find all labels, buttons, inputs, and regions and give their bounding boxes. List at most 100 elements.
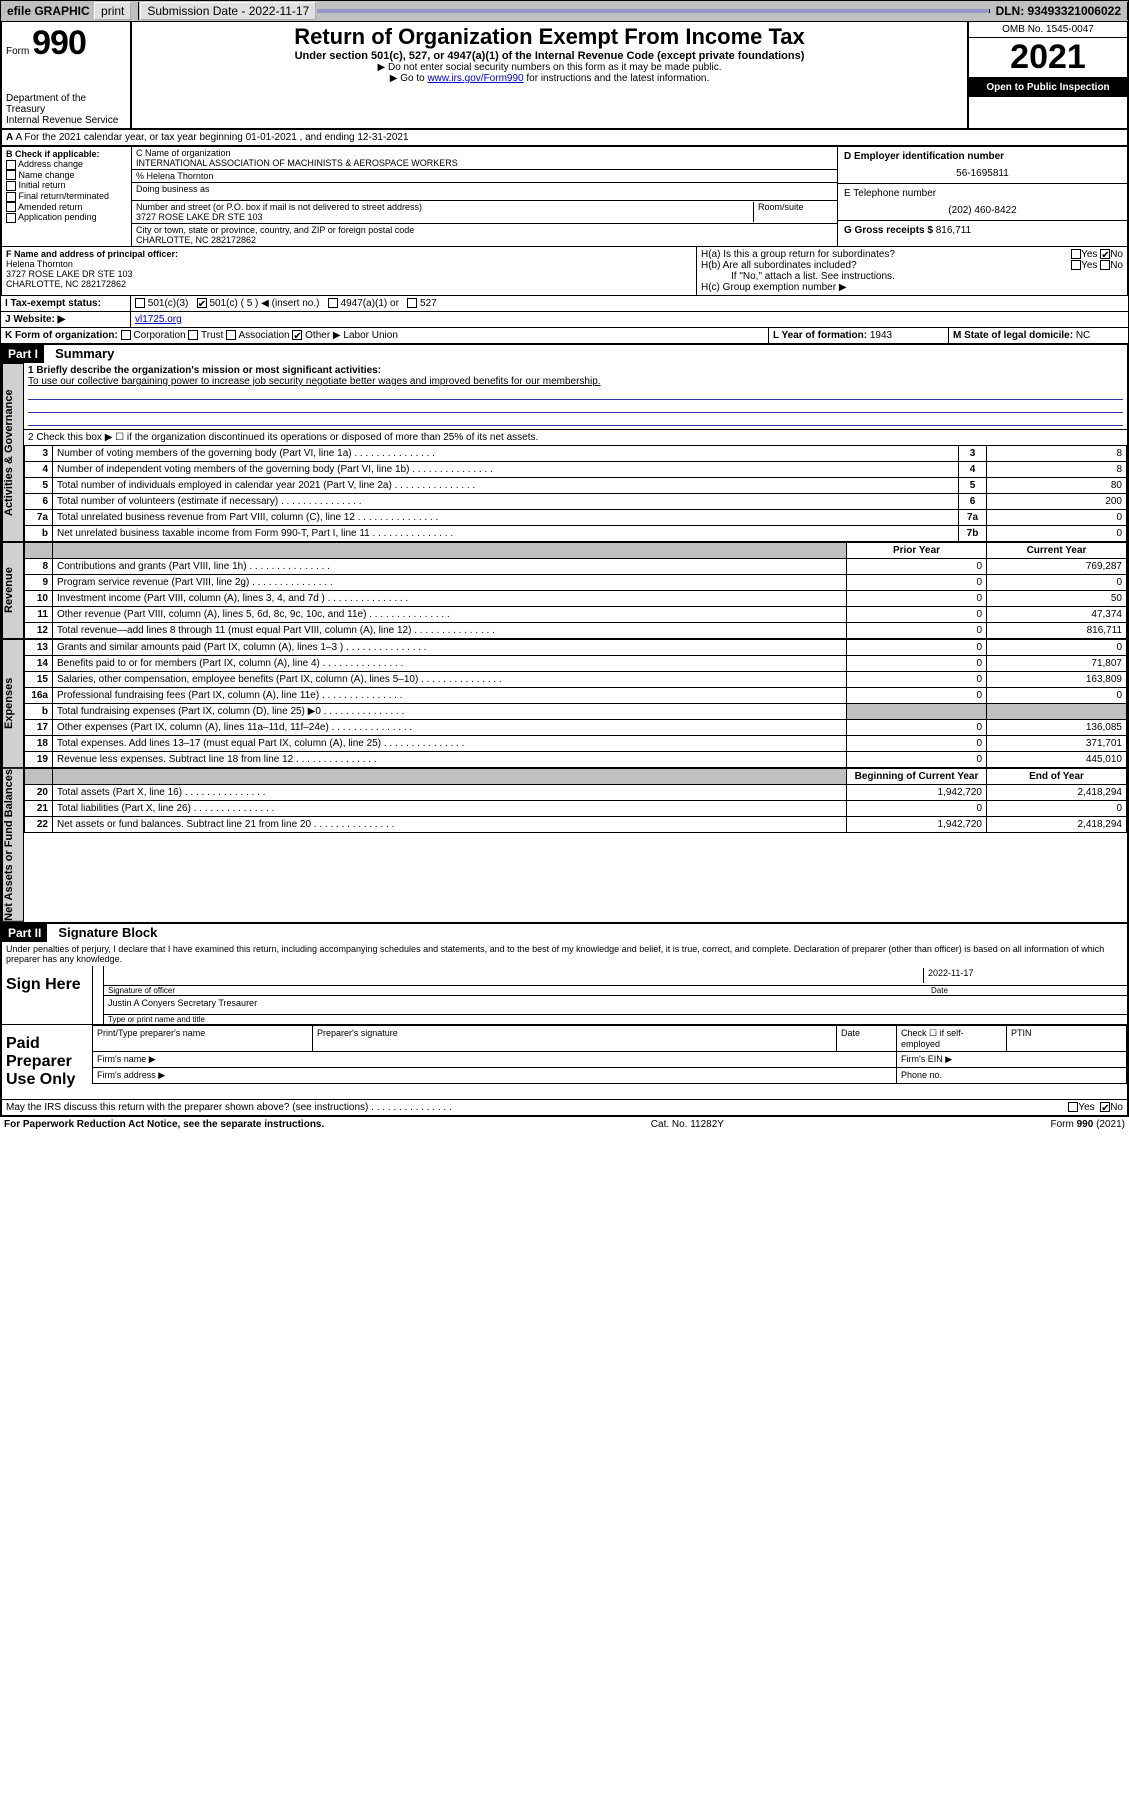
note-link: ▶ Go to www.irs.gov/Form990 for instruct…: [140, 73, 959, 84]
org-name: INTERNATIONAL ASSOCIATION OF MACHINISTS …: [136, 158, 833, 168]
row-j: J Website: ▶ vl1725.org: [0, 312, 1129, 328]
tab-revenue: Revenue: [2, 542, 24, 639]
table-row: 8Contributions and grants (Part VIII, li…: [25, 559, 1127, 575]
sign-here-label: Sign Here: [2, 966, 92, 1024]
exp-table: 13Grants and similar amounts paid (Part …: [24, 639, 1127, 768]
cb-amended[interactable]: Amended return: [6, 202, 127, 213]
cb-application-pending[interactable]: Application pending: [6, 212, 127, 223]
sig-officer-label: Signature of officer: [104, 986, 927, 995]
row-a-period: A A For the 2021 calendar year, or tax y…: [0, 130, 1129, 147]
form-subtitle: Under section 501(c), 527, or 4947(a)(1)…: [140, 50, 959, 62]
print-button[interactable]: print: [94, 2, 131, 20]
part1-bar: Part I: [2, 345, 44, 363]
4947-option[interactable]: 4947(a)(1) or: [341, 298, 399, 309]
website-label: J Website: ▶: [1, 312, 131, 327]
table-row: 11Other revenue (Part VIII, column (A), …: [25, 607, 1127, 623]
domicile: NC: [1076, 330, 1090, 341]
sig-date-label: Date: [927, 986, 1127, 995]
footer-right: Form 990 (2021): [1051, 1119, 1125, 1130]
efile-label: efile GRAPHIC: [7, 4, 90, 18]
irs-link[interactable]: www.irs.gov/Form990: [427, 73, 523, 84]
table-row: 4Number of independent voting members of…: [25, 462, 1127, 478]
table-row: 9Program service revenue (Part VIII, lin…: [25, 575, 1127, 591]
527-option[interactable]: 527: [420, 298, 437, 309]
rev-table: Prior Year Current Year 8Contributions a…: [24, 542, 1127, 639]
phone-no-label: Phone no.: [897, 1067, 1127, 1083]
section-expenses: Expenses 13Grants and similar amounts pa…: [0, 639, 1129, 768]
officer-addr2: CHARLOTTE, NC 282172862: [6, 279, 126, 289]
table-row: 16aProfessional fundraising fees (Part I…: [25, 688, 1127, 704]
irs-label: Internal Revenue Service: [6, 115, 126, 126]
submission-date: Submission Date - 2022-11-17: [140, 2, 316, 20]
box-h: H(a) Is this a group return for subordin…: [697, 247, 1127, 295]
efile-topbar: efile GRAPHIC print Submission Date - 20…: [0, 0, 1129, 22]
cb-address-change[interactable]: Address change: [6, 159, 127, 170]
table-row: bTotal fundraising expenses (Part IX, co…: [25, 704, 1127, 720]
section-net: Net Assets or Fund Balances Beginning of…: [0, 768, 1129, 924]
ptin-label: PTIN: [1007, 1025, 1127, 1051]
trust-option[interactable]: Trust: [201, 330, 223, 341]
table-row: 19Revenue less expenses. Subtract line 1…: [25, 752, 1127, 768]
prep-sig-label: Preparer's signature: [313, 1025, 837, 1051]
table-row: 3Number of voting members of the governi…: [25, 446, 1127, 462]
year-formation: 1943: [870, 330, 892, 341]
table-row: 10Investment income (Part VIII, column (…: [25, 591, 1127, 607]
other-option[interactable]: Other ▶: [305, 330, 340, 341]
dba-label: Doing business as: [132, 183, 837, 201]
domicile-label: M State of legal domicile:: [953, 330, 1073, 341]
net-table: Beginning of Current Year End of Year 20…: [24, 768, 1127, 833]
gross-label: G Gross receipts $: [844, 225, 933, 236]
table-row: 18Total expenses. Add lines 13–17 (must …: [25, 736, 1127, 752]
table-row: 6Total number of volunteers (estimate if…: [25, 494, 1127, 510]
box-deg: D Employer identification number 56-1695…: [837, 147, 1127, 246]
header-block-bcdeg: B Check if applicable: Address change Na…: [0, 147, 1129, 247]
hb-note: If "No," attach a list. See instructions…: [701, 271, 1123, 282]
form-org-label: K Form of organization:: [5, 330, 118, 341]
topbar-spacer: [317, 9, 989, 13]
ein-value: 56-1695811: [844, 162, 1121, 179]
501c3-option[interactable]: 501(c)(3): [148, 298, 189, 309]
other-text: Labor Union: [343, 330, 397, 341]
street-label: Number and street (or P.O. box if mail i…: [136, 202, 753, 212]
gross-value: 816,711: [936, 225, 971, 236]
tax-year: 2021: [969, 38, 1127, 78]
col-current: Current Year: [987, 543, 1127, 559]
table-row: 7aTotal unrelated business revenue from …: [25, 510, 1127, 526]
note-ssn: ▶ Do not enter social security numbers o…: [140, 62, 959, 73]
cb-initial-return[interactable]: Initial return: [6, 180, 127, 191]
officer-name-title: Justin A Conyers Secretary Tresaurer: [104, 995, 1127, 1015]
section-revenue: Revenue Prior Year Current Year 8Contrib…: [0, 542, 1129, 639]
col-beg: Beginning of Current Year: [847, 769, 987, 785]
row-i: I Tax-exempt status: 501(c)(3) 501(c) ( …: [0, 296, 1129, 312]
tab-expenses: Expenses: [2, 639, 24, 768]
table-row: 17Other expenses (Part IX, column (A), l…: [25, 720, 1127, 736]
city-value: CHARLOTTE, NC 282172862: [136, 235, 833, 245]
firm-name-label: Firm's name ▶: [93, 1051, 897, 1067]
sig-officer-field[interactable]: [108, 968, 923, 983]
name-title-label: Type or print name and title: [104, 1015, 1127, 1024]
omb-label: OMB No. 1545-0047: [969, 22, 1127, 38]
footer-left: For Paperwork Reduction Act Notice, see …: [4, 1119, 324, 1130]
officer-label: F Name and address of principal officer:: [6, 249, 178, 259]
year-formation-label: L Year of formation:: [773, 330, 867, 341]
assoc-option[interactable]: Association: [238, 330, 289, 341]
row-klm: K Form of organization: Corporation Trus…: [0, 328, 1129, 345]
table-row: 12Total revenue—add lines 8 through 11 (…: [25, 623, 1127, 639]
header-block-fh: F Name and address of principal officer:…: [0, 247, 1129, 296]
corp-option[interactable]: Corporation: [133, 330, 185, 341]
cb-name-change[interactable]: Name change: [6, 170, 127, 181]
cb-final-return[interactable]: Final return/terminated: [6, 191, 127, 202]
phone-value: (202) 460-8422: [844, 199, 1121, 216]
hc-label: H(c) Group exemption number ▶: [701, 282, 1123, 293]
footer-mid: Cat. No. 11282Y: [651, 1119, 724, 1130]
self-employed-label[interactable]: Check ☐ if self-employed: [897, 1025, 1007, 1051]
part2-title: Signature Block: [50, 925, 157, 940]
ein-label: D Employer identification number: [844, 151, 1004, 162]
officer-name: Helena Thornton: [6, 259, 73, 269]
tab-governance: Activities & Governance: [2, 363, 24, 542]
501c-option[interactable]: 501(c) ( 5 ) ◀ (insert no.): [209, 298, 319, 309]
dln-label: DLN: 93493321006022: [996, 4, 1121, 18]
table-row: 14Benefits paid to or for members (Part …: [25, 656, 1127, 672]
website-link[interactable]: vl1725.org: [135, 314, 182, 325]
col-end: End of Year: [987, 769, 1127, 785]
